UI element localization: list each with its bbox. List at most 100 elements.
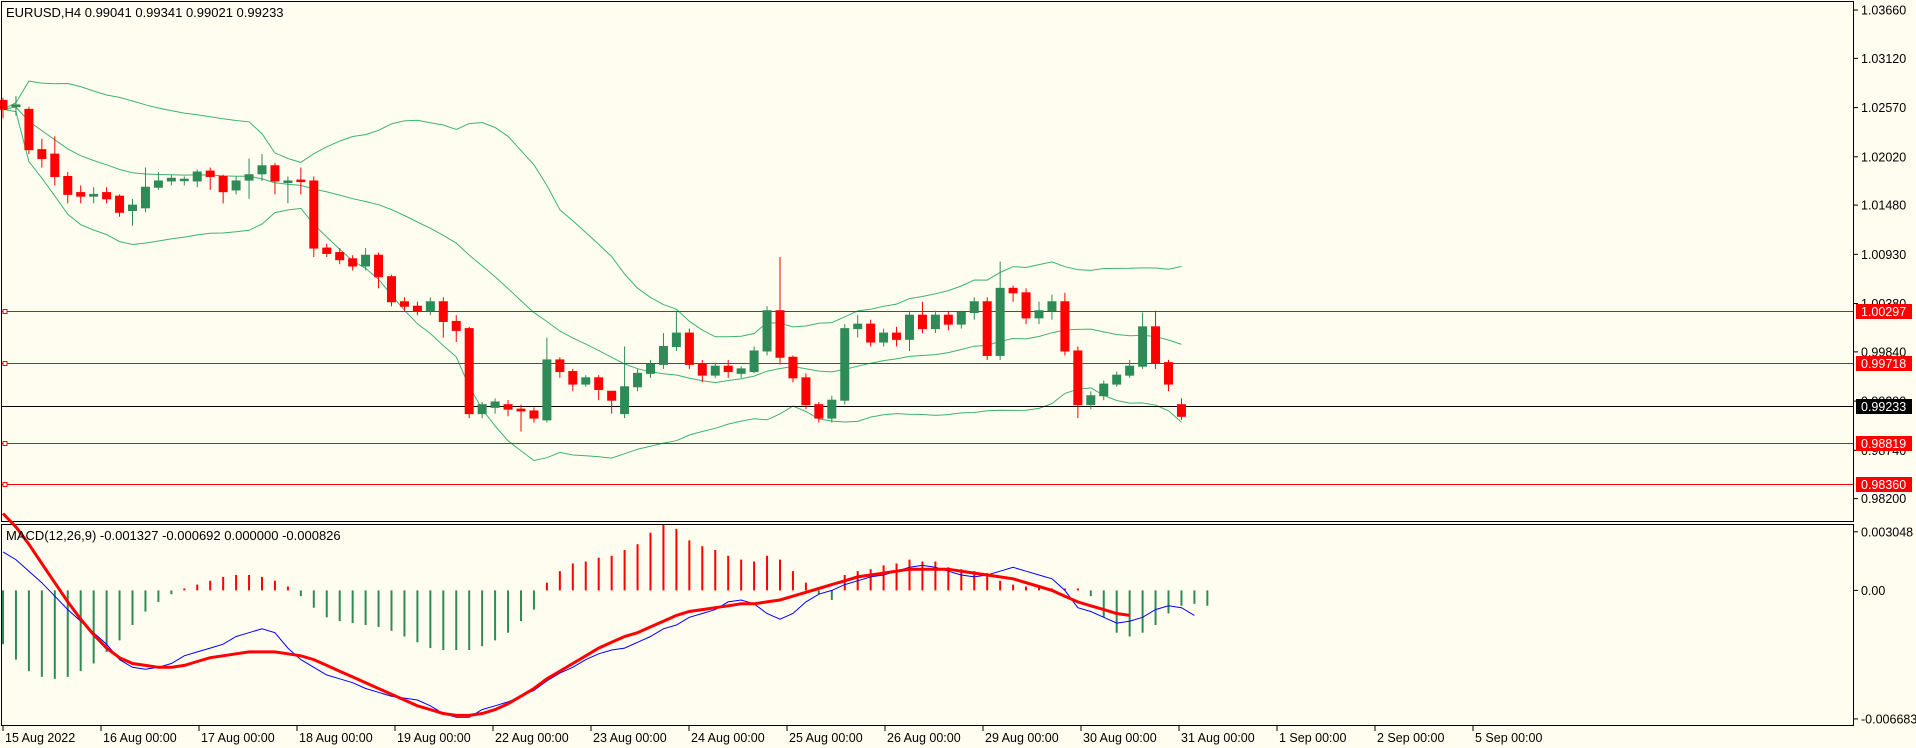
candle-body xyxy=(231,180,241,191)
price-axis: 1.03660 1.03120 1.02570 1.02020 1.01480 1.009… xyxy=(1853,4,1912,506)
candle-44 xyxy=(568,368,578,392)
candle-body xyxy=(853,323,863,330)
candle-14 xyxy=(179,176,189,186)
candle-body xyxy=(335,252,345,261)
candle-77 xyxy=(995,261,1005,360)
candle-39 xyxy=(503,400,513,417)
candle-body xyxy=(1099,383,1109,397)
candle-35 xyxy=(451,315,461,343)
candle-84 xyxy=(1086,391,1096,410)
candle-23 xyxy=(296,167,306,195)
candle-86 xyxy=(1112,371,1122,387)
candle-body xyxy=(1034,310,1044,319)
candle-8 xyxy=(102,187,112,204)
price-tick-label-1: 1.03120 xyxy=(1861,52,1906,66)
candle-24 xyxy=(309,176,319,258)
level-label-box-0 xyxy=(1856,304,1912,319)
bb-upper-line xyxy=(2,80,1182,338)
candle-17 xyxy=(218,174,228,204)
candle-body xyxy=(24,108,34,151)
candle-body xyxy=(425,301,435,312)
time-tick-label-11: 30 Aug 00:00 xyxy=(1083,731,1157,745)
macd-pane-frame xyxy=(1,524,1854,726)
candle-body xyxy=(568,371,578,385)
candle-body xyxy=(399,301,409,307)
candle-6 xyxy=(76,185,86,204)
candle-body xyxy=(529,410,539,419)
price-tick-label-2: 1.02570 xyxy=(1861,101,1906,115)
candle-body xyxy=(115,195,125,213)
price-pane-frame xyxy=(1,1,1854,522)
candle-body xyxy=(788,356,798,379)
candle-42 xyxy=(542,337,552,423)
candle-body xyxy=(412,305,422,312)
candle-27 xyxy=(348,255,358,271)
candle-83 xyxy=(1073,346,1083,419)
candle-body xyxy=(374,254,384,278)
candle-76 xyxy=(982,297,992,360)
candle-81 xyxy=(1047,294,1057,320)
candle-body xyxy=(179,178,189,182)
candle-54 xyxy=(697,359,707,383)
candle-10 xyxy=(128,198,137,226)
candle-body xyxy=(50,153,60,177)
price-tick-label-10: 0.98200 xyxy=(1861,492,1906,506)
candle-body xyxy=(658,346,668,365)
candle-body xyxy=(917,314,927,330)
level-label-1: 0.99718 xyxy=(1861,357,1906,371)
candle-body xyxy=(89,193,99,197)
time-tick-label-2: 17 Aug 00:00 xyxy=(201,731,275,745)
candle-body xyxy=(11,104,21,108)
candle-75 xyxy=(969,297,979,320)
candle-68 xyxy=(879,328,889,347)
macd-axis: 0.003048 0.00 -0.006683 xyxy=(1853,525,1916,726)
candle-38 xyxy=(490,398,500,414)
candle-70 xyxy=(905,310,914,351)
candle-body xyxy=(749,350,759,373)
horizontal-levels xyxy=(2,309,1853,487)
candle-body xyxy=(671,332,681,348)
candle-body xyxy=(930,314,940,330)
candle-body xyxy=(697,363,707,376)
time-tick-label-12: 31 Aug 00:00 xyxy=(1181,731,1255,745)
candle-7 xyxy=(89,187,99,204)
candle-body xyxy=(451,320,461,331)
candle-26 xyxy=(335,248,345,265)
candle-0 xyxy=(0,97,8,119)
candle-body xyxy=(218,175,228,193)
candle-body xyxy=(205,170,215,177)
candle-50 xyxy=(646,359,655,378)
candle-15 xyxy=(192,169,202,188)
candle-body xyxy=(684,332,694,365)
candle-79 xyxy=(1021,288,1031,325)
macd-pane[interactable] xyxy=(1,512,1209,718)
macd-tick-label-0: 0.003048 xyxy=(1861,525,1913,539)
candle-body xyxy=(503,404,513,410)
time-tick-label-10: 29 Aug 00:00 xyxy=(985,731,1059,745)
candle-body xyxy=(581,377,591,385)
candle-21 xyxy=(270,163,280,195)
candle-body xyxy=(866,323,876,343)
candle-body xyxy=(969,301,979,314)
candle-body xyxy=(1176,404,1186,417)
candle-55 xyxy=(710,362,720,378)
candle-60 xyxy=(775,257,785,365)
candle-48 xyxy=(620,346,630,419)
candle-body xyxy=(956,312,966,325)
candle-40 xyxy=(516,404,526,432)
candle-32 xyxy=(412,301,422,316)
candle-19 xyxy=(244,158,254,199)
macd-tick-label-1: 0.00 xyxy=(1861,584,1885,598)
candle-41 xyxy=(529,407,539,423)
candle-66 xyxy=(853,315,863,338)
candle-body xyxy=(37,149,47,160)
candle-67 xyxy=(866,319,876,347)
candle-4 xyxy=(50,136,60,186)
time-tick-label-5: 22 Aug 00:00 xyxy=(495,731,569,745)
candle-body xyxy=(775,310,785,358)
candle-body xyxy=(1125,365,1135,376)
price-pane[interactable] xyxy=(0,80,1853,487)
candle-body xyxy=(879,332,889,343)
